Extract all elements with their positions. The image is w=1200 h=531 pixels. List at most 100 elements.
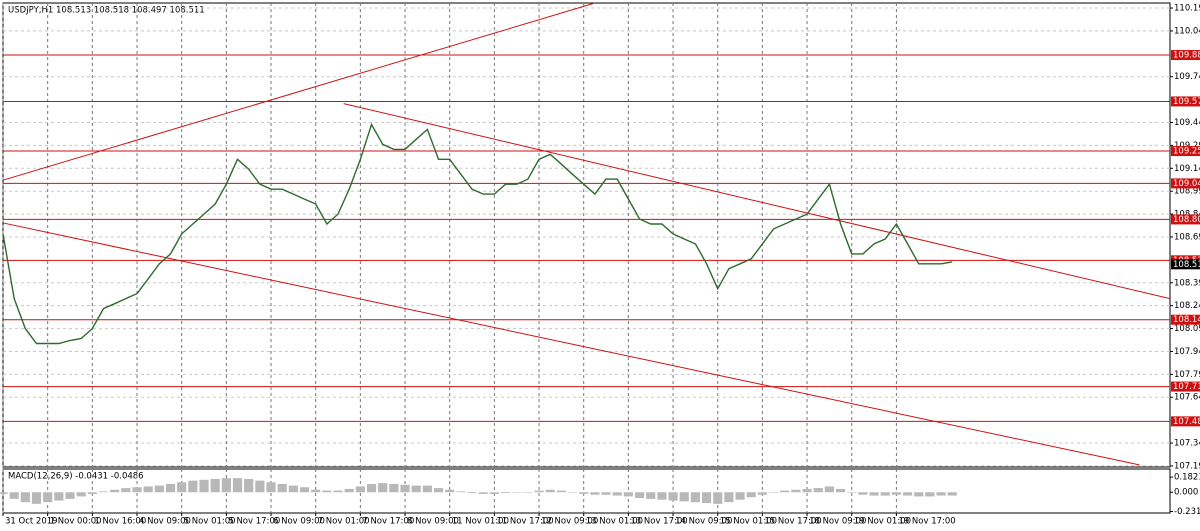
macd-bar bbox=[0, 492, 8, 494]
macd-bar bbox=[400, 484, 410, 493]
macd-bar bbox=[768, 492, 779, 493]
macd-bar bbox=[355, 486, 365, 493]
trendline bbox=[2, 222, 1140, 466]
macd-bar bbox=[858, 492, 868, 495]
level-tag bbox=[1171, 178, 1200, 189]
macd-bar bbox=[445, 489, 455, 493]
macd-bar bbox=[322, 490, 332, 493]
x-tick-label: 7 Nov 01:00 bbox=[318, 517, 370, 527]
y-tick-label: 107.340 bbox=[1174, 439, 1200, 449]
trendline bbox=[343, 103, 1171, 300]
x-tick-label: 15 Nov 01:00 bbox=[720, 517, 777, 527]
x-tick-label: 19 Nov 17:00 bbox=[898, 517, 955, 527]
macd-bar bbox=[87, 492, 97, 494]
macd-bar bbox=[601, 492, 611, 495]
y-tick-label: 107.640 bbox=[1174, 393, 1200, 403]
level-tag bbox=[1171, 314, 1200, 325]
y-tick-label: 109.440 bbox=[1174, 118, 1200, 128]
macd-bar bbox=[478, 492, 488, 494]
level-tag bbox=[1171, 96, 1200, 107]
macd-bar bbox=[333, 490, 343, 493]
macd-bar bbox=[311, 489, 321, 493]
macd-bar bbox=[31, 492, 42, 504]
level-tag bbox=[1171, 146, 1200, 157]
x-tick-label: 13 Nov 17:00 bbox=[630, 517, 687, 527]
macd-bar bbox=[9, 492, 19, 499]
x-tick-label: 5 Nov 01:00 bbox=[184, 517, 236, 527]
macd-bar bbox=[255, 480, 265, 493]
macd-y-tick-label: -0.2319 bbox=[1174, 507, 1200, 517]
macd-bar bbox=[824, 486, 834, 493]
y-tick-label: 107.940 bbox=[1174, 347, 1200, 357]
x-tick-label: 13 Nov 01:00 bbox=[586, 517, 643, 527]
macd-bar bbox=[76, 492, 86, 497]
macd-bar bbox=[634, 492, 645, 499]
macd-bar bbox=[590, 492, 600, 495]
macd-bar bbox=[154, 485, 164, 493]
level-label: 108.805 bbox=[1173, 215, 1200, 225]
macd-bar bbox=[232, 478, 243, 493]
macd-bar bbox=[344, 488, 354, 493]
macd-bar bbox=[914, 492, 924, 497]
macd-bar bbox=[679, 492, 689, 502]
macd-bar bbox=[378, 483, 388, 493]
macd-bar bbox=[780, 490, 790, 493]
macd-bar bbox=[746, 492, 756, 498]
level-tag bbox=[1171, 416, 1200, 427]
macd-bar bbox=[389, 483, 399, 493]
trendline bbox=[2, 2, 596, 181]
macd-bar bbox=[199, 479, 209, 493]
macd-bar bbox=[299, 487, 310, 493]
x-tick-label: 1 Nov 16:00 bbox=[94, 517, 146, 527]
macd-bar bbox=[500, 492, 511, 494]
y-tick-label: 109.740 bbox=[1174, 72, 1200, 82]
macd-y-tick-label: 0.000 bbox=[1174, 488, 1198, 498]
macd-bar bbox=[467, 492, 477, 494]
macd-bar bbox=[143, 486, 153, 493]
macd-bar bbox=[54, 492, 64, 501]
x-tick-label: 19 Nov 01:00 bbox=[854, 517, 911, 527]
y-tick-label: 108.240 bbox=[1174, 301, 1200, 311]
y-tick-label: 110.190 bbox=[1174, 4, 1200, 14]
macd-bar bbox=[65, 492, 75, 499]
x-tick-label: 18 Nov 09:00 bbox=[809, 517, 866, 527]
macd-bar bbox=[657, 492, 667, 500]
macd-bar bbox=[891, 492, 901, 495]
macd-bar bbox=[366, 483, 377, 493]
macd-bar bbox=[947, 492, 957, 496]
current-price-label: 108.511 bbox=[1173, 260, 1200, 270]
macd-label: MACD(12,26,9) -0.0431 -0.0486 bbox=[8, 472, 144, 482]
macd-bar bbox=[20, 492, 30, 503]
macd-bar bbox=[724, 492, 734, 503]
y-tick-label: 110.040 bbox=[1174, 26, 1200, 36]
macd-bar bbox=[757, 492, 767, 495]
macd-bar bbox=[98, 491, 109, 493]
macd-bar bbox=[277, 483, 287, 493]
macd-bar bbox=[936, 492, 946, 496]
x-tick-label: 11 Nov 01:00 bbox=[452, 517, 509, 527]
current-price-tag bbox=[1171, 259, 1200, 270]
macd-bar bbox=[701, 492, 712, 504]
level-label: 109.578 bbox=[1173, 97, 1200, 107]
macd-panel bbox=[2, 468, 1171, 514]
x-tick-label: 31 Oct 2019 bbox=[5, 517, 58, 527]
x-tick-label: 4 Nov 09:00 bbox=[139, 517, 191, 527]
macd-bar bbox=[847, 492, 857, 493]
x-tick-label: 12 Nov 09:00 bbox=[541, 517, 598, 527]
level-tag bbox=[1171, 381, 1200, 392]
y-tick-label: 109.140 bbox=[1174, 164, 1200, 174]
macd-bar bbox=[556, 490, 566, 493]
macd-bar bbox=[433, 488, 444, 493]
y-tick-label: 107.190 bbox=[1174, 461, 1200, 471]
macd-bar bbox=[411, 485, 421, 493]
macd-bar bbox=[791, 489, 801, 493]
macd-bar bbox=[880, 492, 890, 496]
macd-bar bbox=[422, 485, 432, 493]
level-label: 107.482 bbox=[1173, 417, 1200, 427]
macd-bar bbox=[835, 488, 846, 493]
macd-bar bbox=[266, 482, 276, 493]
level-label: 109.041 bbox=[1173, 179, 1200, 189]
y-tick-label: 108.990 bbox=[1174, 187, 1200, 197]
chart-title: USDJPY,H1 108.513 108.518 108.497 108.51… bbox=[8, 6, 205, 16]
